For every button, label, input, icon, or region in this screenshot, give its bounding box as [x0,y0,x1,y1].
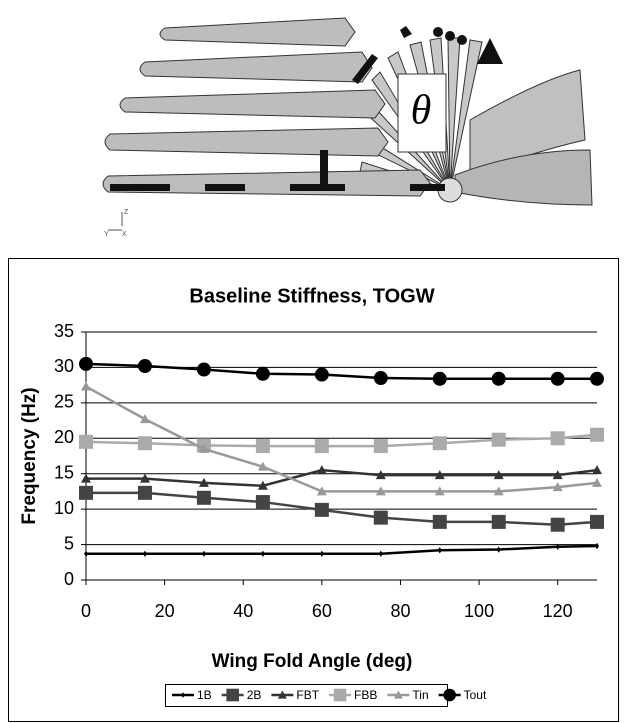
series-line [86,364,597,379]
point [595,543,599,549]
point [379,551,383,557]
point [590,372,604,386]
feather [120,90,385,118]
point [590,515,604,529]
point [81,382,91,391]
point [138,486,152,500]
point [79,357,93,371]
y-tick-label: 15 [54,462,74,482]
x-tick-label: 20 [155,601,175,621]
point [433,515,447,529]
point [374,511,388,525]
feather [160,18,355,46]
angle-symbol: θ [411,88,432,134]
y-tick-label: 5 [64,533,74,553]
point [551,372,565,386]
legend-marker [226,689,239,702]
x-tick-label: 60 [312,601,332,621]
axis-triad-label: Z [124,209,129,216]
point [197,363,211,377]
feather [103,170,430,196]
x-tick-label: 0 [81,601,91,621]
y-tick-label: 20 [54,427,74,447]
x-tick-label: 120 [543,601,573,621]
x-axis-label: Wing Fold Angle (deg) [212,651,413,672]
point [84,551,88,557]
y-tick-label: 25 [54,392,74,412]
point [315,439,329,453]
point [140,414,150,423]
legend-marker [443,689,456,702]
point [256,495,270,509]
point [433,372,447,386]
legend-label: Tout [464,688,487,702]
point [492,515,506,529]
point [261,551,265,557]
axis-triad-label: X [122,231,127,238]
point [497,546,501,552]
point [315,368,329,382]
point [374,439,388,453]
point [433,436,447,450]
series-line [86,435,597,446]
point [320,551,324,557]
x-tick-label: 40 [233,601,253,621]
point [202,551,206,557]
point [256,439,270,453]
legend-marker [334,689,347,702]
legend-label: Tin [412,688,428,702]
point [492,433,506,447]
series-line [86,470,597,486]
x-tick-label: 80 [390,601,410,621]
y-tick-label: 0 [64,569,74,589]
figure: θ Z Y X Baseline Stiffness, TOGW Wing Fo… [0,0,624,723]
point [79,486,93,500]
feather [105,128,388,156]
point [138,359,152,373]
point [551,431,565,445]
point [143,551,147,557]
point [79,435,93,449]
point [315,503,329,517]
point [256,367,270,381]
chart-title: Baseline Stiffness, TOGW [189,285,434,307]
series-line [86,546,597,554]
point [374,371,388,385]
y-tick-label: 10 [54,498,74,518]
legend-label: FBT [296,688,319,702]
wing-diagram: θ Z Y X [103,18,592,238]
y-tick-label: 30 [54,356,74,376]
axis-triad-label: Y [104,231,109,238]
point [551,518,565,532]
legend-label: 1B [197,688,212,702]
point [438,547,442,553]
point [138,436,152,450]
point [197,491,211,505]
point [590,428,604,442]
x-tick-label: 100 [464,601,494,621]
legend-label: 2B [247,688,262,702]
point [492,372,506,386]
legend-label: FBB [354,688,377,702]
y-axis-label: Frequency (Hz) [19,387,40,524]
feather [140,52,372,82]
y-tick-label: 35 [54,321,74,341]
